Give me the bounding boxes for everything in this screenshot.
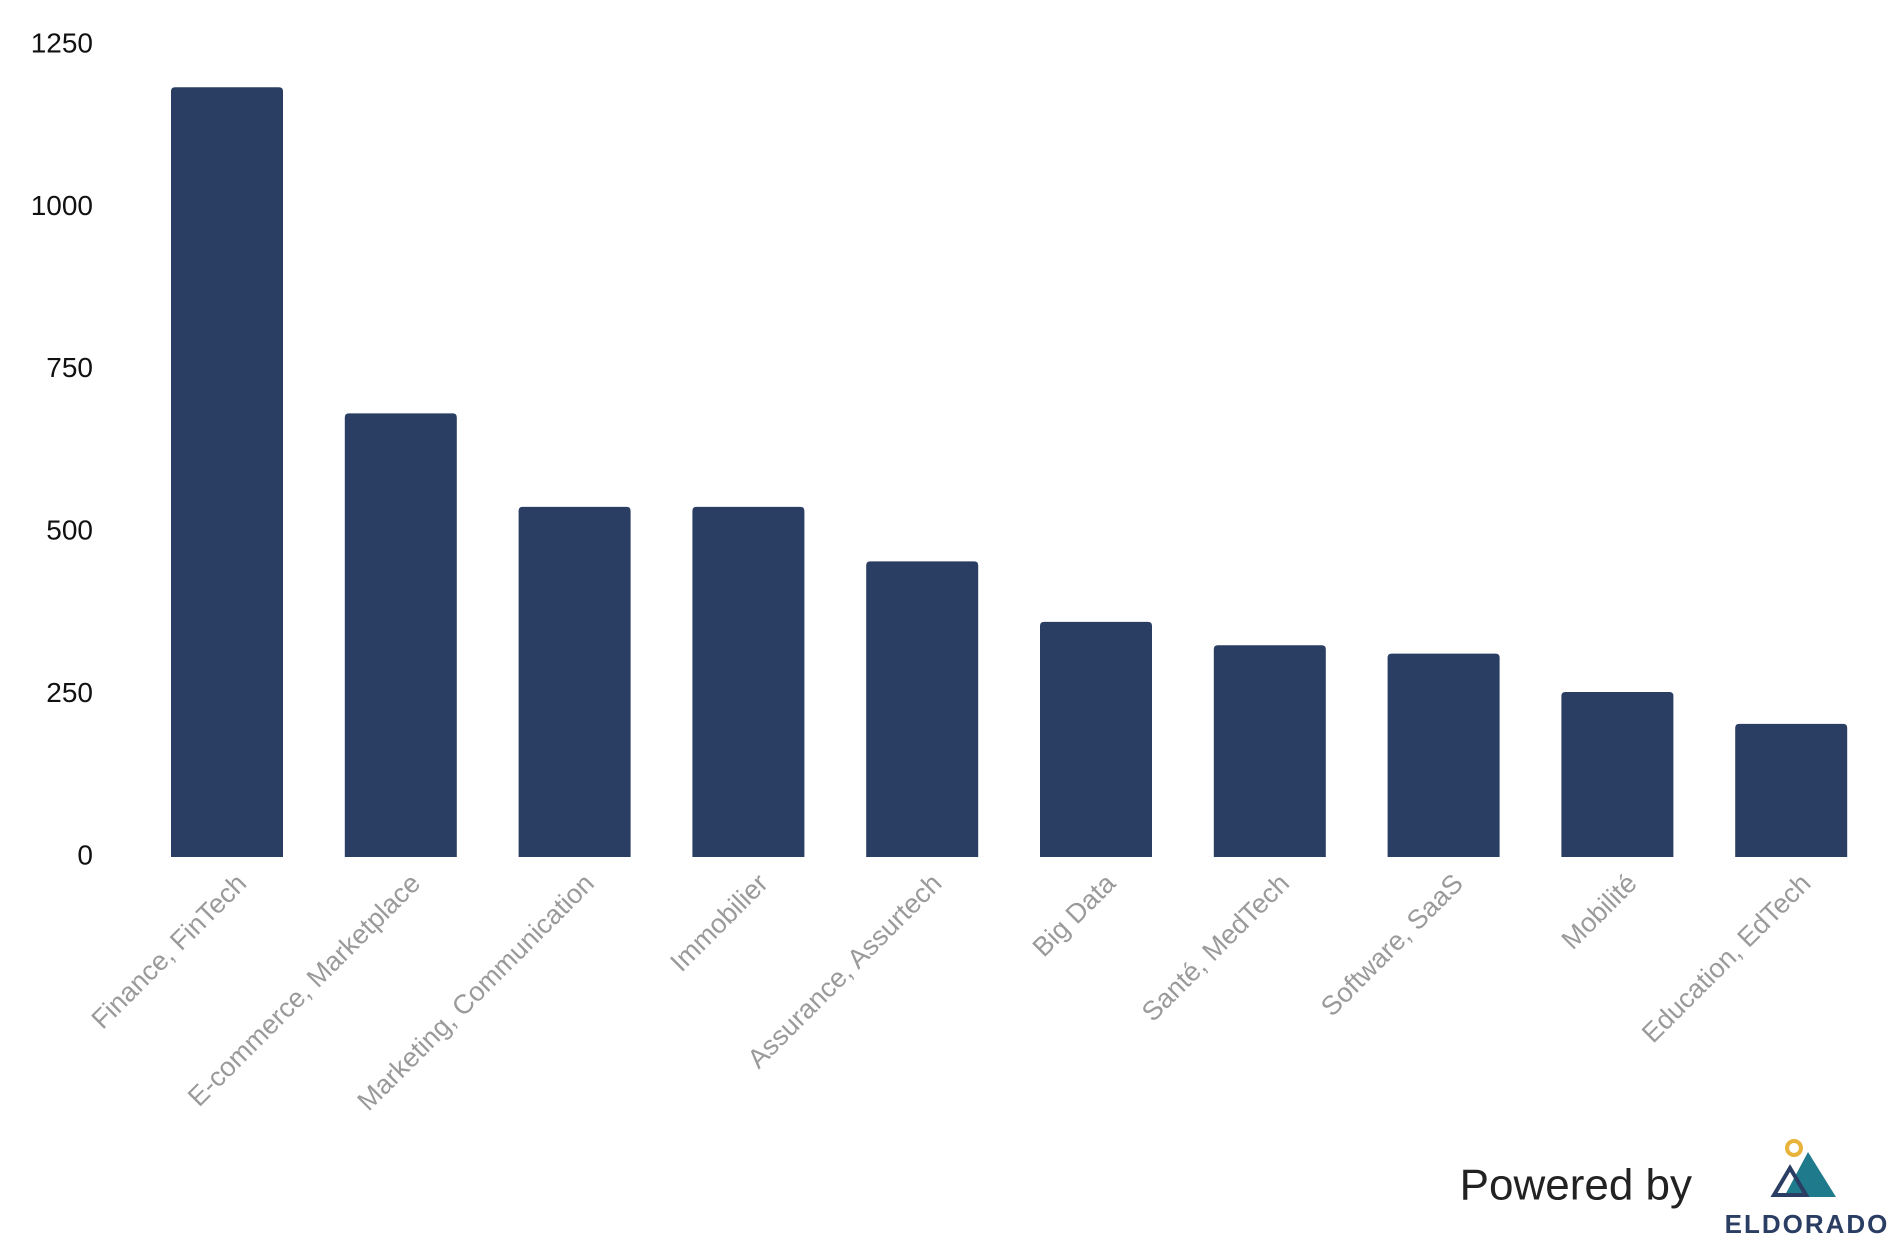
y-tick-label: 750: [46, 352, 93, 383]
bar: [344, 413, 457, 857]
logo-icon: [1770, 1139, 1836, 1197]
bar: [1213, 645, 1326, 857]
x-tick-label: Software, SaaS: [1315, 868, 1469, 1022]
x-tick-label: Immobilier: [664, 868, 773, 977]
bar: [518, 506, 631, 857]
y-tick-label: 500: [46, 515, 93, 546]
y-tick-label: 250: [46, 677, 93, 708]
bar: [1735, 723, 1848, 857]
bar: [1561, 692, 1674, 857]
bar: [866, 561, 979, 857]
y-tick-label: 1250: [31, 27, 93, 58]
x-tick-label: Finance, FinTech: [86, 868, 253, 1035]
x-tick-label: Mobilité: [1556, 868, 1643, 955]
logo-text: ELDORADO: [1725, 1209, 1890, 1239]
x-tick-label: Education, EdTech: [1636, 868, 1816, 1048]
x-tick-label: Assurance, Assurtech: [742, 868, 948, 1074]
bar: [692, 506, 805, 857]
powered-by: Powered by: [1460, 1161, 1692, 1210]
x-tick-label: Santé, MedTech: [1136, 868, 1295, 1027]
x-tick-label: Big Data: [1027, 867, 1122, 962]
y-tick-label: 1000: [31, 190, 93, 221]
y-tick-label: 0: [77, 839, 93, 870]
bar: [1387, 653, 1500, 857]
bar: [171, 87, 283, 857]
bar: [1040, 621, 1152, 857]
